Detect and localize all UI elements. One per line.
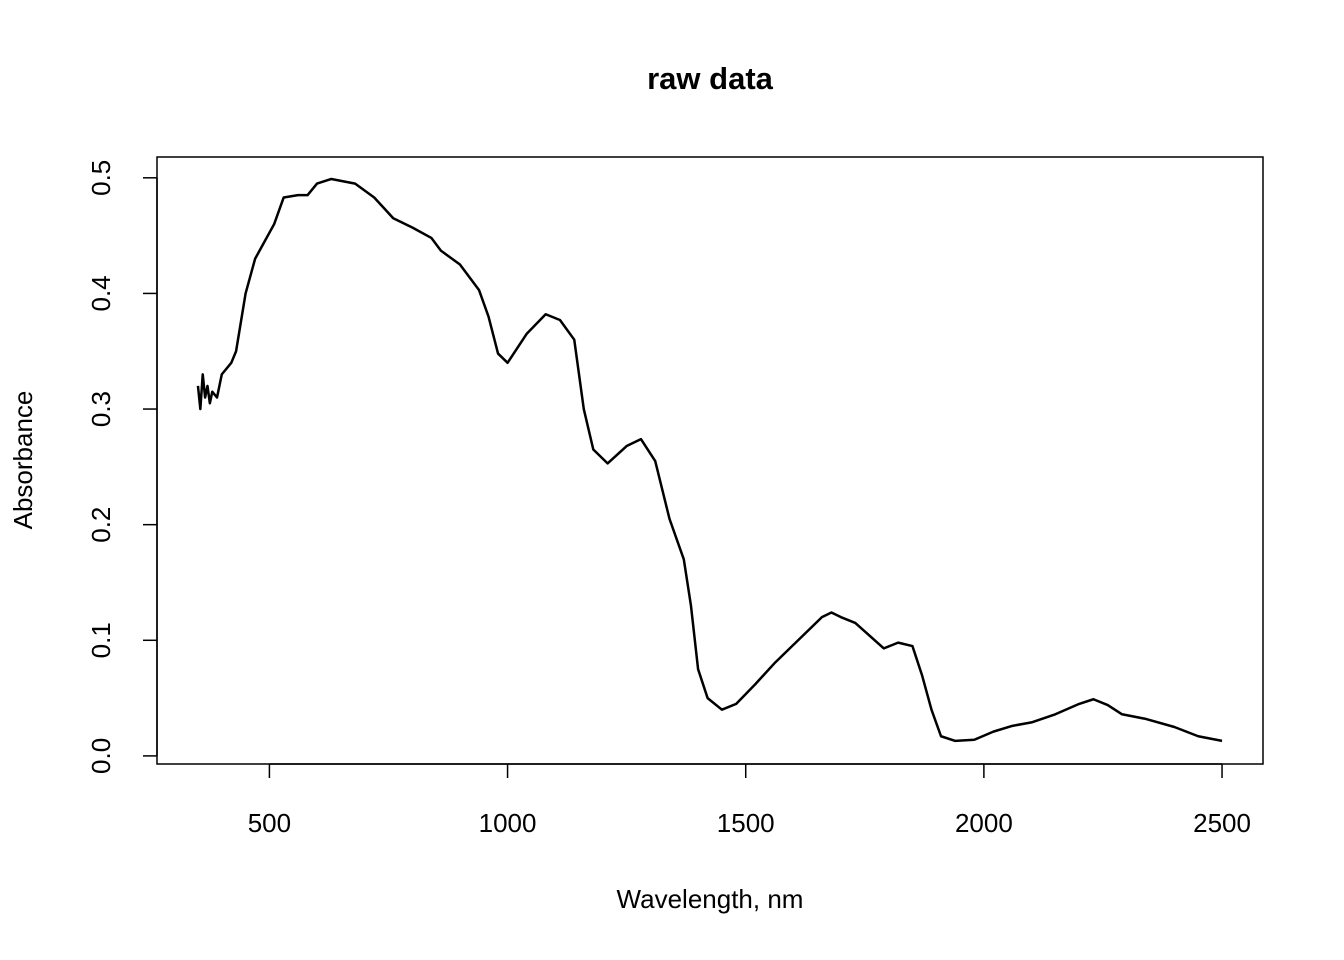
y-tick-label: 0.5 xyxy=(86,160,116,196)
chart-title: raw data xyxy=(647,61,774,96)
x-tick-label: 1000 xyxy=(479,808,537,838)
y-tick-label: 0.2 xyxy=(86,507,116,543)
y-tick-label: 0.3 xyxy=(86,391,116,427)
x-tick-label: 2000 xyxy=(955,808,1013,838)
x-axis-label: Wavelength, nm xyxy=(617,884,804,914)
y-tick-label: 0.1 xyxy=(86,622,116,658)
y-tick-label: 0.0 xyxy=(86,738,116,774)
y-axis-label: Absorbance xyxy=(8,391,38,530)
x-tick-label: 1500 xyxy=(717,808,775,838)
y-tick-label: 0.4 xyxy=(86,275,116,311)
x-tick-label: 500 xyxy=(248,808,291,838)
x-tick-label: 2500 xyxy=(1193,808,1251,838)
plot-frame xyxy=(156,156,1264,765)
data-line xyxy=(196,177,1223,743)
